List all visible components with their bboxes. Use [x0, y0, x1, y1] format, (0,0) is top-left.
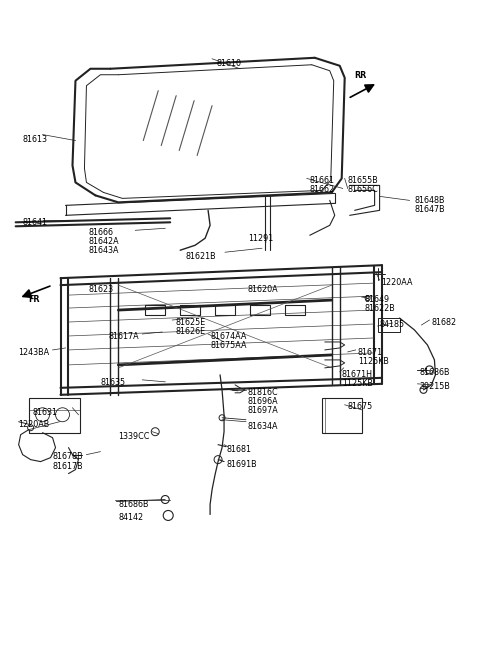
Circle shape	[28, 424, 34, 431]
Text: 81621B: 81621B	[185, 252, 216, 261]
Circle shape	[163, 510, 173, 520]
Bar	[145, 305, 165, 315]
Bar	[322, 397, 361, 433]
Text: 81641: 81641	[23, 218, 48, 227]
Text: 81613: 81613	[23, 135, 48, 144]
Bar	[378, 318, 399, 332]
Text: 81691B: 81691B	[226, 460, 257, 468]
Text: 81656C: 81656C	[348, 185, 378, 194]
Text: 84142: 84142	[119, 514, 144, 522]
Text: 81696A: 81696A	[248, 397, 278, 406]
Text: 1243BA: 1243BA	[19, 348, 50, 357]
Text: 1125KB: 1125KB	[358, 357, 388, 366]
Text: 81626E: 81626E	[175, 327, 205, 336]
Bar	[285, 305, 305, 315]
Circle shape	[425, 366, 433, 374]
Text: 81617A: 81617A	[108, 332, 139, 341]
Text: 81623: 81623	[88, 285, 114, 294]
Text: 81686B: 81686B	[420, 368, 450, 377]
Text: 81634A: 81634A	[248, 422, 278, 431]
Text: 81666: 81666	[88, 228, 113, 237]
Bar	[215, 305, 235, 315]
Bar	[250, 305, 270, 315]
Text: 11291: 11291	[248, 235, 273, 243]
Circle shape	[151, 428, 159, 436]
Text: 1220AA: 1220AA	[382, 278, 413, 287]
Bar	[180, 305, 200, 315]
Text: 1339CC: 1339CC	[119, 432, 150, 441]
Text: 81631: 81631	[33, 408, 58, 417]
Text: 81816C: 81816C	[248, 388, 278, 397]
Text: 81647B: 81647B	[415, 206, 445, 214]
Text: 81649: 81649	[365, 295, 390, 304]
Text: 81682: 81682	[432, 318, 456, 327]
Circle shape	[36, 408, 49, 422]
Text: 81675: 81675	[348, 402, 373, 411]
Bar	[29, 397, 81, 433]
Text: 81697A: 81697A	[248, 406, 279, 415]
Text: 81635: 81635	[100, 378, 126, 387]
Text: 1220AB: 1220AB	[19, 420, 50, 429]
Text: 1125KB: 1125KB	[342, 379, 372, 388]
Text: 81625E: 81625E	[175, 318, 205, 327]
Circle shape	[420, 386, 427, 394]
Text: 81675AA: 81675AA	[210, 341, 247, 350]
Text: 81648B: 81648B	[415, 196, 445, 206]
Text: 81643A: 81643A	[88, 246, 119, 255]
Text: 81674AA: 81674AA	[210, 332, 246, 341]
Circle shape	[214, 456, 222, 464]
Text: 81622B: 81622B	[365, 304, 396, 313]
Text: 81642A: 81642A	[88, 237, 119, 246]
Text: RR: RR	[355, 71, 367, 79]
Text: 84185: 84185	[380, 320, 405, 329]
Text: 81671: 81671	[358, 348, 383, 357]
Text: 81655B: 81655B	[348, 177, 378, 185]
Text: 81620A: 81620A	[248, 285, 278, 294]
Text: 81678B: 81678B	[52, 451, 83, 461]
Text: 81610: 81610	[216, 58, 241, 68]
Text: 81617B: 81617B	[52, 462, 83, 470]
Circle shape	[161, 495, 169, 503]
Text: FR: FR	[29, 295, 40, 304]
Text: 39215B: 39215B	[420, 382, 450, 391]
Text: 81681: 81681	[226, 445, 251, 454]
Text: 81662: 81662	[310, 185, 335, 194]
Text: 81686B: 81686B	[119, 499, 149, 509]
Circle shape	[56, 408, 70, 422]
Circle shape	[365, 296, 370, 301]
Text: 81661: 81661	[310, 177, 335, 185]
Text: 81671H: 81671H	[342, 370, 372, 379]
Circle shape	[219, 415, 225, 420]
